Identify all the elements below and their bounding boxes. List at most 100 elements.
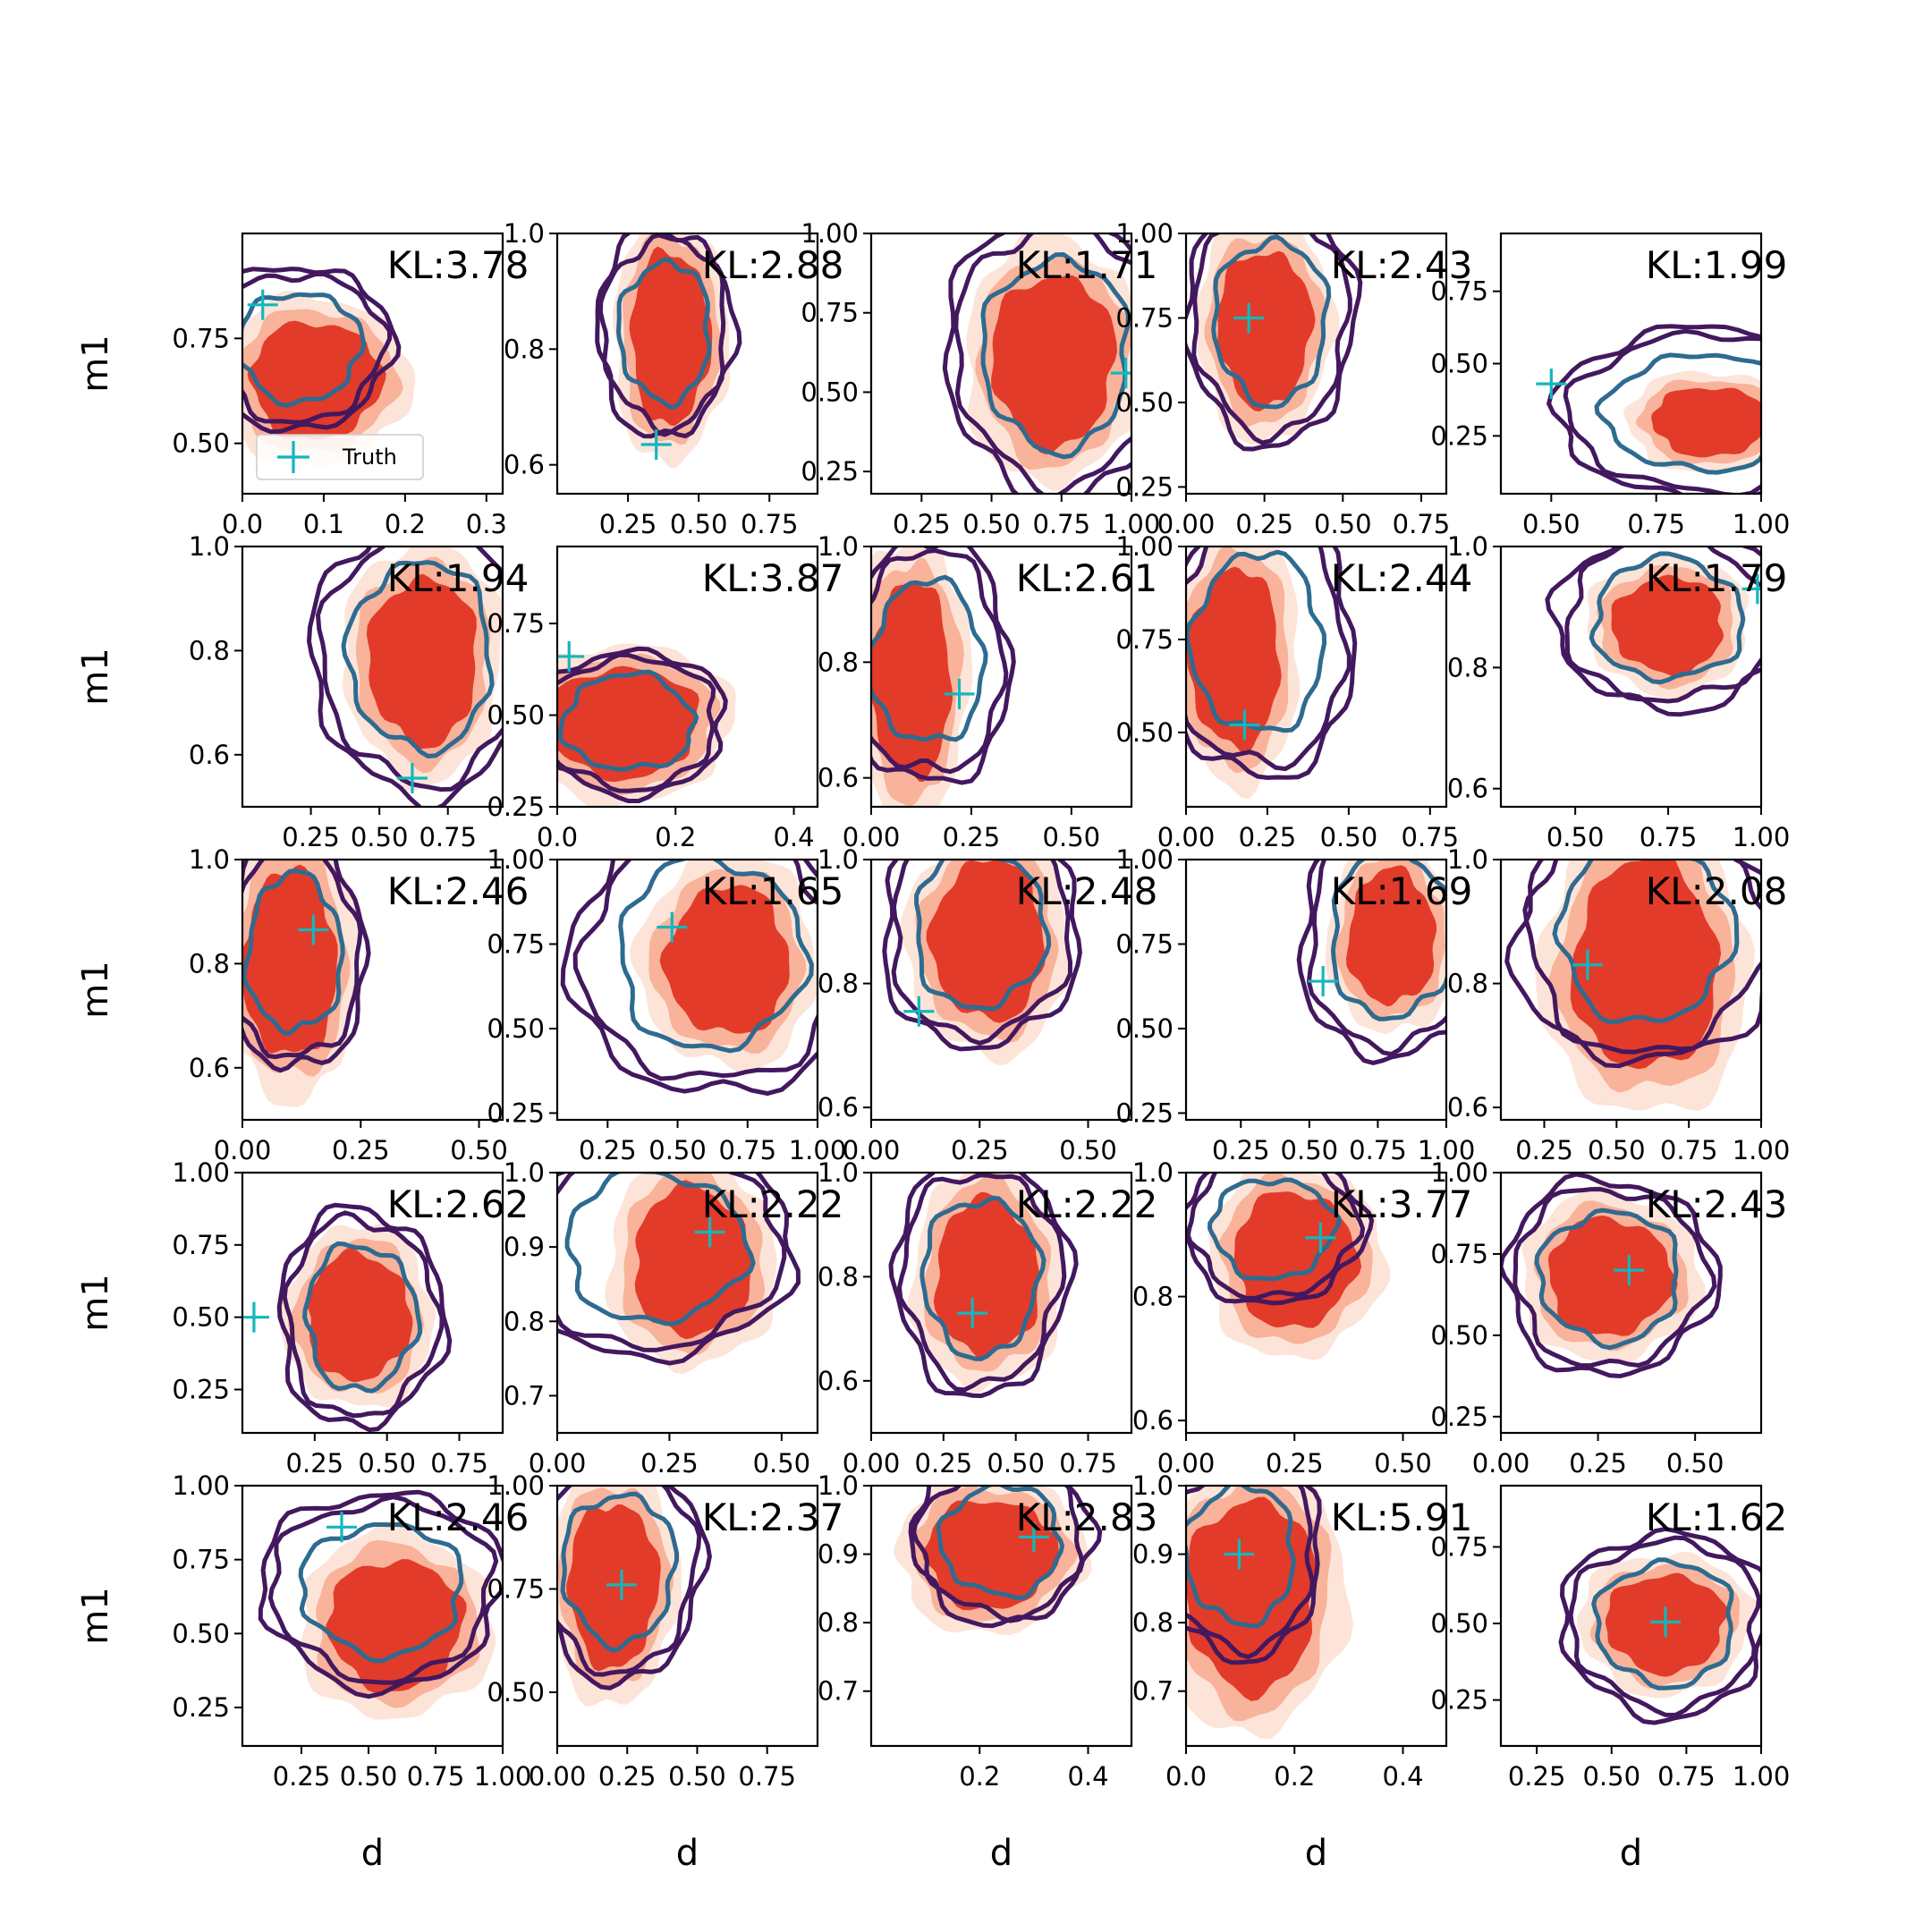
contour-outer-2 [1522,860,1761,1055]
density-fill-inner [659,885,790,1034]
y-tick-label: 0.50 [1115,1013,1174,1044]
contour-outer-2 [572,860,818,1081]
y-tick-label: 0.8 [504,334,545,364]
y-tick-label: 1.0 [1132,1157,1174,1188]
contour-outer-2 [557,652,716,793]
x-tick-label: 0.3 [466,509,507,539]
contour-outer [1545,547,1761,717]
x-tick-label: 0.75 [419,822,477,852]
density-fill-inner [1547,1216,1678,1336]
kl-label: KL:2.44 [1331,556,1473,600]
contour-inner [1186,549,1327,733]
kl-label: KL:2.88 [702,243,844,287]
contour-outer [1546,324,1761,494]
contour-inner [1594,352,1761,475]
y-tick-label: 0.25 [1115,1097,1174,1128]
density-fill-inner [629,246,713,427]
panel-frame [1499,858,1763,1122]
x-tick-label: 0.50 [340,1761,398,1792]
truth-marker [1224,1538,1255,1570]
panel-frame [1184,232,1448,496]
contour-inner [242,868,345,1036]
y-tick-label: 0.8 [1447,652,1488,682]
truth-marker [903,996,935,1027]
panel-frame [555,1484,819,1748]
y-tick-label: 1.0 [818,1470,859,1501]
contour-outer-2 [557,1173,787,1352]
contour-inner [919,1195,1046,1361]
x-tick-label: 0.75 [1627,509,1685,539]
panel-3: 0.25 0.50 0.75 1.00 0.25 0.50 0.75 1.00 KL:1.71 [801,218,1160,539]
panel-frame [241,1171,504,1435]
legend-truth-marker [277,441,309,473]
panel-25: 0.25 0.50 0.75 1.00 0.25 0.50 0.75 KL:1.62 d [1430,1484,1790,1874]
x-tick-label: 0.25 [1515,1135,1573,1165]
density-fill-inner [326,1559,467,1693]
panel-17: 0.00 0.25 0.50 0.7 0.8 0.9 1.0 KL:2.22 [504,1157,844,1479]
kl-label: KL:3.87 [702,556,844,600]
y-tick-label: 0.25 [172,1692,230,1723]
truth-marker [298,914,329,945]
y-tick-label: 0.75 [172,1545,230,1575]
panel-12: 0.25 0.50 0.75 1.00 0.25 0.50 0.75 1.00 KL:1.65 [487,844,847,1165]
kl-label: KL:3.78 [387,243,530,287]
x-tick-label: 0.25 [640,1448,699,1479]
panel-frame [241,858,504,1122]
kl-label: KL:5.91 [1331,1496,1473,1539]
density-fill-inner [933,1191,1039,1359]
kl-label: KL:2.22 [702,1182,844,1226]
y-tick-label: 0.7 [504,1380,545,1411]
y-tick-label: 0.50 [487,1677,545,1707]
x-tick-label: 0.50 [351,822,409,852]
y-axis-label: m1 [75,1274,116,1331]
y-tick-label: 0.25 [1430,420,1488,451]
density-fill-inner [366,573,477,750]
legend-label: Truth [342,445,397,470]
y-axis-label: m1 [75,961,116,1018]
contour-outer-2 [557,1486,702,1677]
x-tick-label: 0.75 [741,509,799,539]
x-tick-label: 0.50 [1320,822,1378,852]
x-tick-label: 0.25 [1239,822,1297,852]
contour-outer-2 [1568,1535,1761,1717]
y-tick-label: 0.6 [818,1366,859,1396]
x-tick-label: 0.25 [943,822,1001,852]
y-tick-label: 0.50 [172,428,230,459]
x-tick-label: 0.00 [214,1135,272,1165]
x-tick-label: 0.00 [1157,1448,1216,1479]
contour-outer-2 [1186,547,1352,772]
y-tick-label: 0.50 [1430,349,1488,379]
kl-label: KL:1.69 [1331,869,1473,913]
panel-8: 0.00 0.25 0.50 0.6 0.8 1.0 KL:2.61 [818,531,1157,852]
x-tick-label: 1.00 [789,1135,847,1165]
panel-frame [241,1484,504,1748]
y-tick-label: 1.00 [1430,1157,1488,1188]
y-tick-label: 0.50 [487,1013,545,1044]
y-tick-label: 1.0 [504,1157,545,1188]
x-tick-label: 0.50 [987,1448,1045,1479]
kl-label: KL:2.22 [1016,1182,1158,1226]
y-tick-label: 0.75 [1115,624,1174,655]
x-tick-label: 0.50 [1582,1761,1640,1792]
contour-outer [1186,1486,1322,1665]
contour-inner [1589,551,1746,685]
x-axis-label: d [1620,1833,1642,1874]
truth-marker [1229,709,1260,741]
contour-outer-2 [911,1486,1085,1623]
contour-inner [871,574,988,742]
truth-marker [640,429,672,461]
x-axis-label: d [676,1833,699,1874]
contour-outer-2 [267,1495,499,1685]
contour-outer [1186,233,1363,452]
contour-outer-2 [315,547,503,792]
contour-inner [1207,1177,1342,1282]
x-tick-label: 0.75 [430,1448,488,1479]
contour-inner [936,1486,1065,1601]
kl-label: KL:2.83 [1016,1496,1158,1539]
truth-marker [1649,1606,1681,1638]
panel-13: 0.00 0.25 0.50 0.6 0.8 1.0 KL:2.48 [818,844,1157,1165]
density-fill-inner [991,275,1117,455]
truth-marker [326,1512,357,1543]
panel-frame [1499,545,1763,809]
x-tick-label: 1.00 [1733,509,1791,539]
